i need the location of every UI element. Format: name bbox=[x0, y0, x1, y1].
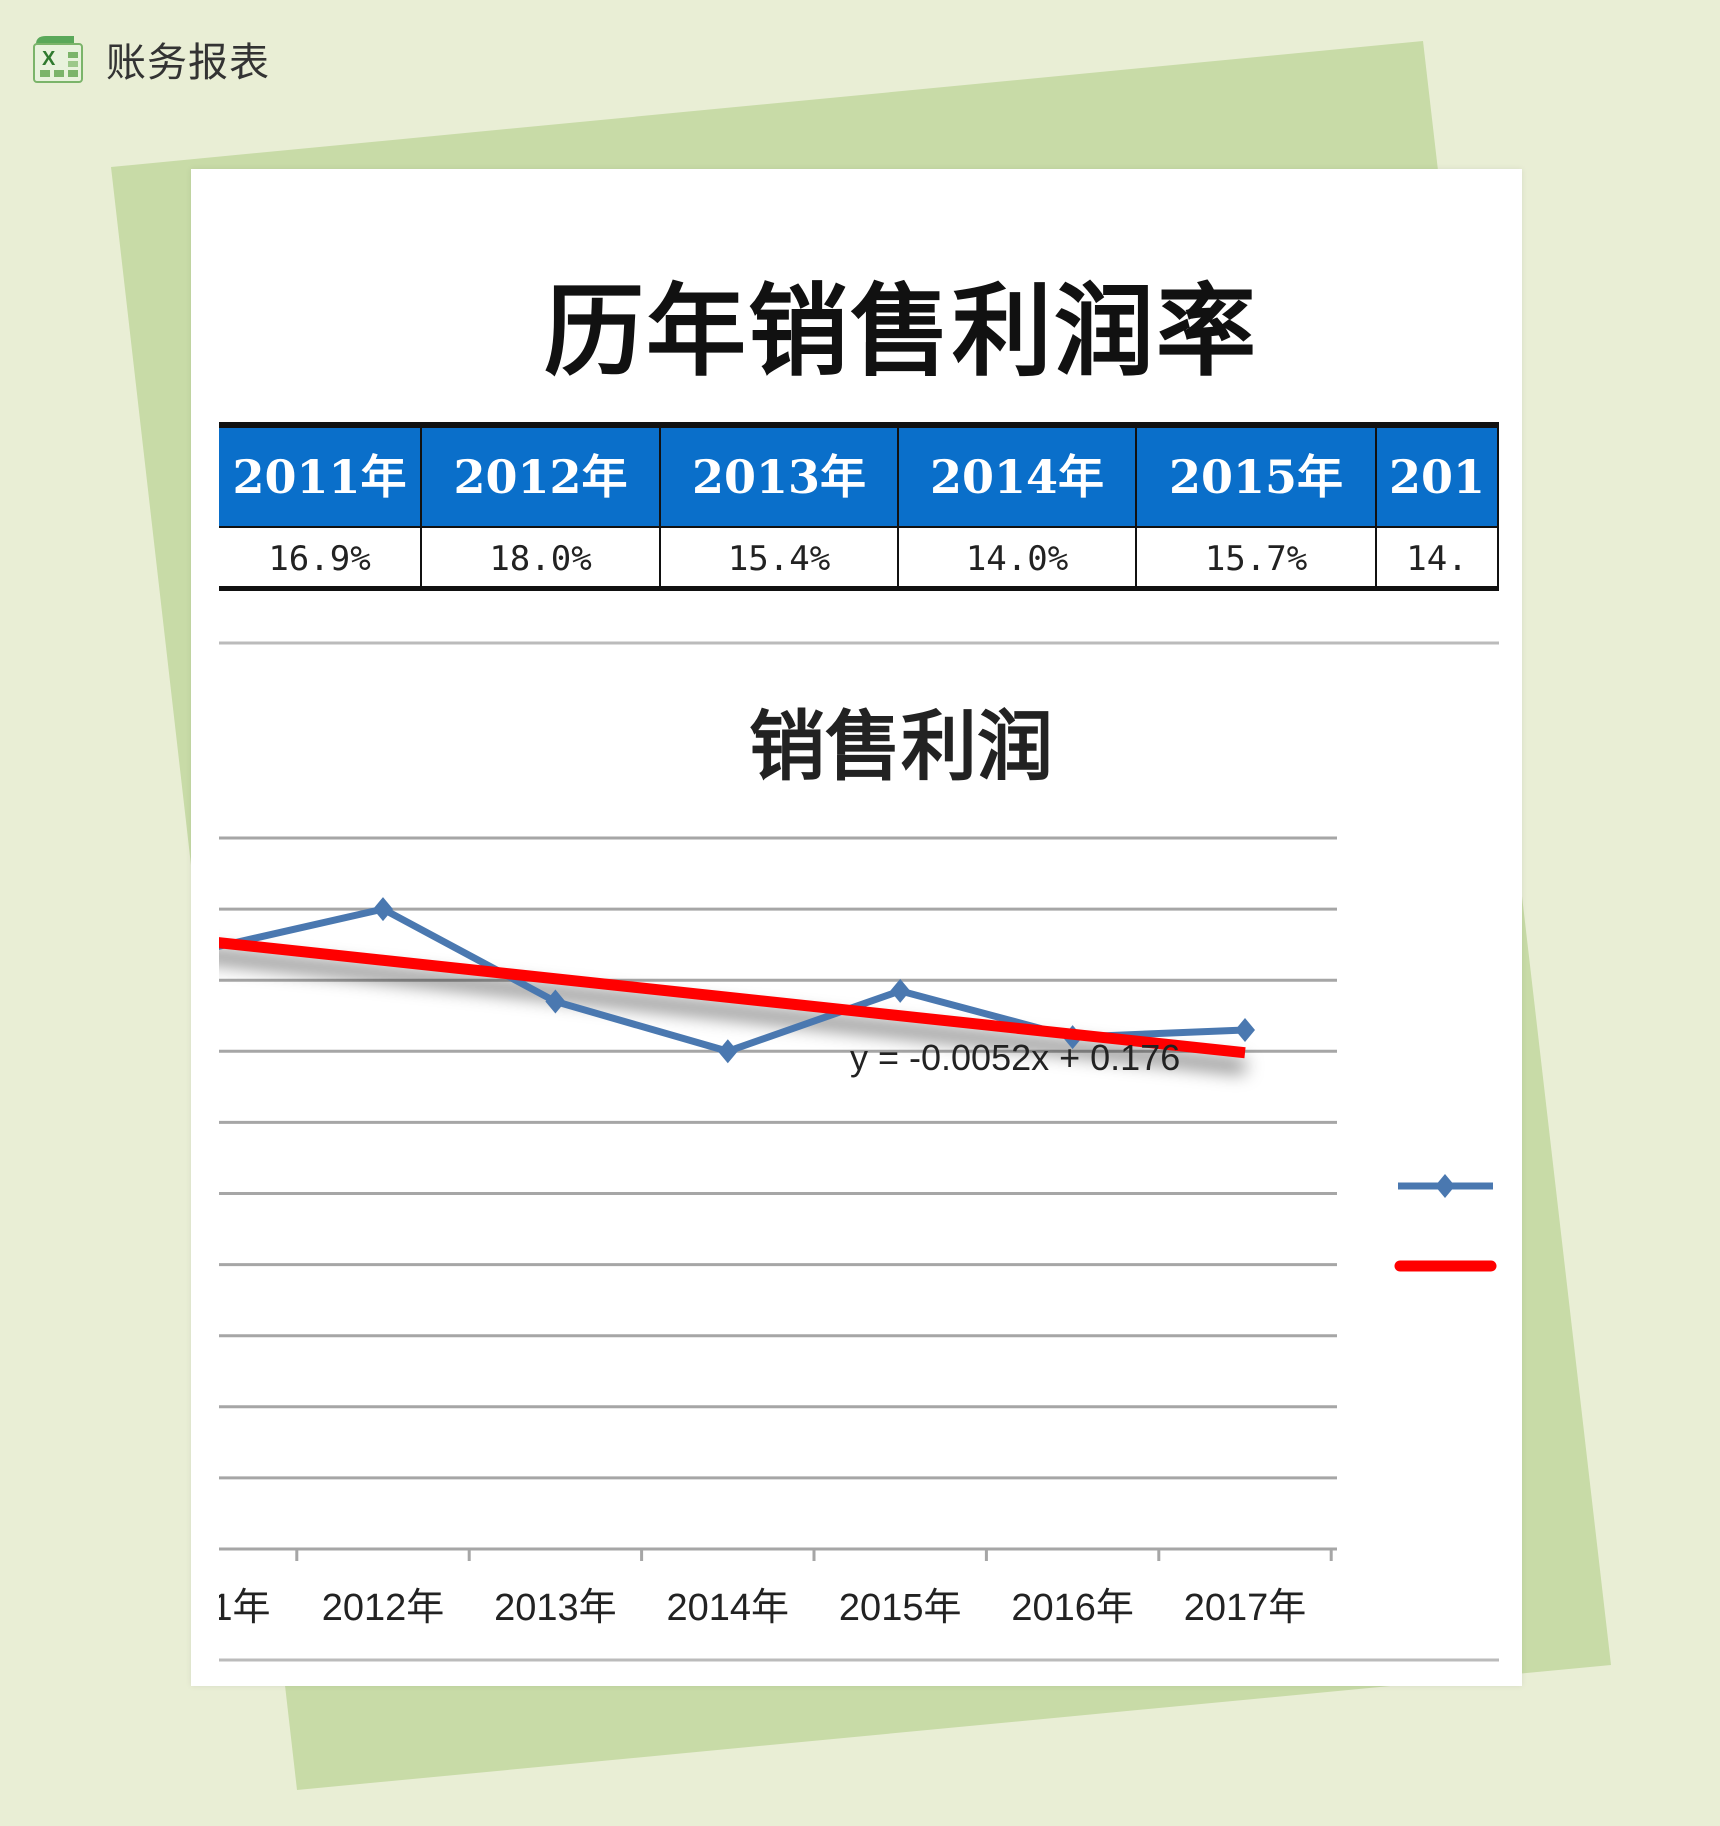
table-value-cell: 14. bbox=[1377, 526, 1499, 586]
table-header-cell: 201 bbox=[1377, 428, 1499, 526]
x-tick-label: 2012年 bbox=[322, 1587, 445, 1629]
x-tick-label: 2017年 bbox=[1184, 1587, 1307, 1629]
legend-marker-icon bbox=[1435, 1174, 1455, 1198]
table-header-cell: 2012年 bbox=[422, 428, 661, 526]
table-value-cell: 18.0% bbox=[422, 526, 661, 586]
trendline bbox=[219, 937, 1246, 1059]
x-tick-label: 2013年 bbox=[494, 1587, 617, 1629]
trendline-shadow bbox=[219, 950, 1246, 1073]
excel-icon: X bbox=[33, 36, 83, 83]
svg-text:X: X bbox=[42, 48, 56, 70]
app-title: 账务报表 bbox=[106, 40, 270, 86]
table-value-cell: 15.4% bbox=[661, 526, 899, 586]
data-point-marker bbox=[1235, 1017, 1255, 1042]
profit-rate-table: 2011年 2012年 2013年 2014年 2015年 201 16.9% 18.0% 1… bbox=[219, 422, 1499, 591]
table-header-row: 2011年 2012年 2013年 2014年 2015年 201 bbox=[219, 428, 1499, 526]
x-tick-label: 2016年 bbox=[1011, 1587, 1134, 1629]
table-header-cell: 2011年 bbox=[219, 428, 422, 526]
table-header-cell: 2015年 bbox=[1137, 428, 1377, 526]
x-tick-label: 2014年 bbox=[667, 1587, 790, 1629]
data-point-marker bbox=[717, 1039, 738, 1064]
table-header-cell: 2013年 bbox=[661, 428, 899, 526]
table-value-cell: 15.7% bbox=[1137, 526, 1377, 586]
app-header: X 账务报表 bbox=[30, 30, 270, 88]
chart-title: 销售利润 bbox=[749, 702, 1053, 791]
data-point-marker bbox=[545, 989, 566, 1014]
data-point-marker bbox=[373, 897, 393, 922]
data-point-marker bbox=[890, 978, 911, 1003]
data-point-marker bbox=[219, 946, 221, 951]
sheet-title: 历年销售利润率 bbox=[544, 273, 1258, 390]
table-value-cell: 14.0% bbox=[899, 526, 1137, 586]
x-tick-label: 2011年 bbox=[151, 1587, 271, 1629]
x-tick-label: 2015年 bbox=[839, 1587, 962, 1629]
table-header-cell: 2014年 bbox=[899, 428, 1137, 526]
table-value-cell: 16.9% bbox=[219, 526, 422, 586]
trendline-equation: y = -0.0052x + 0.176 bbox=[850, 1037, 1180, 1078]
table-value-row: 16.9% 18.0% 15.4% 14.0% 15.7% 14. bbox=[219, 526, 1499, 586]
